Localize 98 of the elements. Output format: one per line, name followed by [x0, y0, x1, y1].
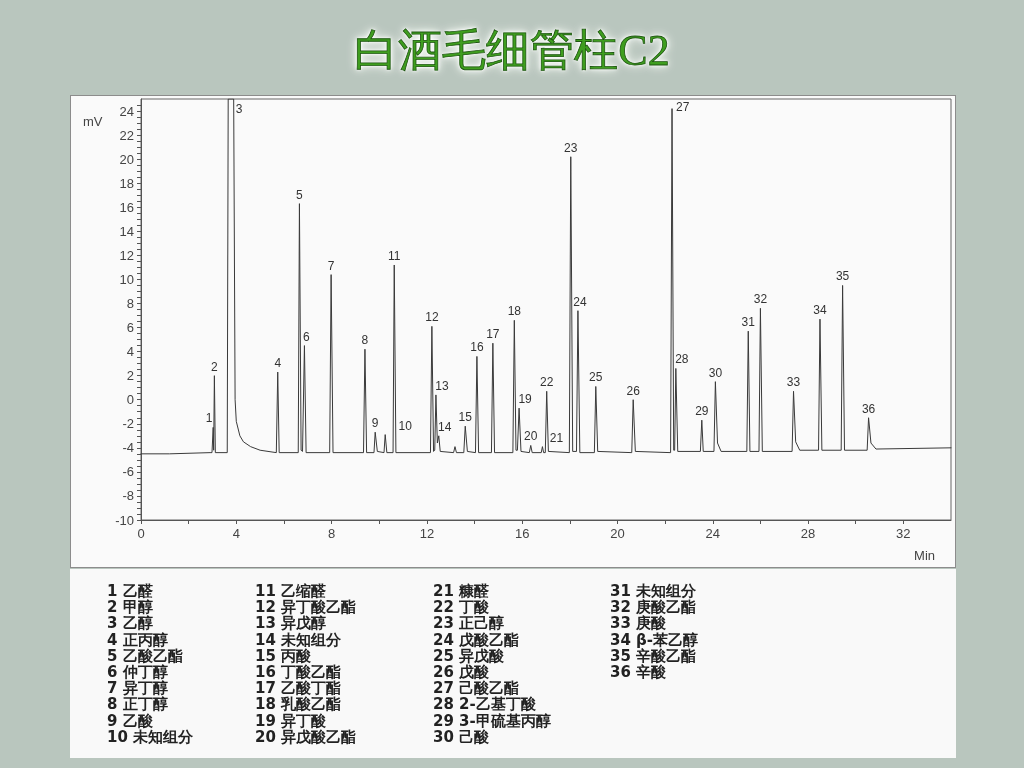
- annotation: 17: [486, 327, 500, 342]
- y-tick-label: 24: [119, 103, 134, 119]
- annotation: 30: [708, 365, 723, 380]
- annotation: 31: [741, 315, 756, 330]
- annotation: 33: [786, 375, 801, 390]
- annotation: 24: [573, 294, 587, 309]
- annotation: 26: [626, 383, 641, 398]
- annotation: 19: [518, 392, 533, 407]
- annotation: 15: [458, 410, 473, 425]
- annotation: 13: [435, 378, 449, 393]
- x-tick-label: 24: [705, 526, 720, 541]
- text: 5 乙酸乙酯: [107, 646, 183, 665]
- annotation: 12: [425, 310, 439, 325]
- text: 2 甲醇: [107, 598, 153, 617]
- annotation: 28: [675, 352, 689, 367]
- annotation: 35: [835, 269, 850, 284]
- annotation: 5: [296, 187, 304, 202]
- text: 25 异戊酸: [433, 646, 505, 665]
- annotation: 36: [861, 401, 876, 416]
- text: 23 正己醇: [433, 614, 505, 633]
- text: 7 异丁醇: [107, 679, 168, 698]
- text: 9 乙酸: [107, 711, 153, 730]
- text: 1 乙醛: [107, 582, 153, 600]
- text: 30 己酸: [433, 727, 490, 746]
- annotation: 10: [398, 418, 413, 433]
- text: 16 丁酸乙酯: [255, 662, 342, 681]
- text: 22 丁酸: [433, 598, 490, 617]
- y-tick-label: -2: [122, 416, 134, 432]
- text: 4 正丙醇: [107, 630, 168, 649]
- annotation: 25: [589, 370, 603, 385]
- annotation: 21: [549, 430, 564, 445]
- annotation: 23: [564, 140, 578, 155]
- annotation: 14: [438, 419, 452, 434]
- annotation: 20: [524, 429, 538, 444]
- y-tick-label: 14: [119, 223, 134, 239]
- x-tick-label: 28: [800, 526, 816, 541]
- annotation: 7: [327, 258, 335, 273]
- annotation: 29: [695, 404, 709, 419]
- annotation: 8: [361, 333, 369, 348]
- text: 3 乙醇: [107, 614, 153, 633]
- text: 15 丙酸: [255, 646, 312, 665]
- x-tick-label: 8: [327, 526, 336, 541]
- text: 33 庚酸: [610, 614, 667, 633]
- text: 19 异丁酸: [255, 711, 327, 730]
- y-tick-label: -8: [122, 488, 134, 504]
- text: 11 乙缩醛: [255, 582, 327, 600]
- annotation: 2: [211, 359, 219, 374]
- annotation: 11: [388, 248, 401, 263]
- x-tick-label: 20: [610, 526, 625, 541]
- text: 20 异戊酸乙酯: [255, 727, 357, 746]
- text: 26 戊酸: [433, 662, 490, 681]
- y-tick-label: 20: [119, 151, 134, 167]
- text: 29 3-甲硫基丙醇: [433, 711, 551, 730]
- y-tick-label: 18: [119, 175, 134, 191]
- annotation: 32: [753, 292, 768, 307]
- y-tick-label: 4: [126, 344, 134, 360]
- text: 31 未知组分: [610, 582, 697, 600]
- text: 8 正丁醇: [107, 695, 168, 714]
- x-tick-label: 32: [896, 526, 911, 541]
- annotation: 1: [205, 411, 213, 426]
- annotation: 22: [540, 375, 554, 390]
- text: 32 庚酸乙酯: [610, 598, 697, 617]
- y-tick-label: 0: [126, 392, 134, 408]
- text: 28 2-乙基丁酸: [433, 695, 536, 714]
- x-tick-label: 16: [514, 526, 530, 541]
- annotation: 18: [507, 304, 522, 319]
- y-tick-label: 12: [119, 247, 134, 263]
- y-tick-label: 16: [119, 199, 134, 215]
- text: 10 未知组分: [107, 727, 194, 746]
- x-tick-label: 0: [137, 526, 145, 541]
- annotation: 34: [813, 303, 827, 318]
- text: 21 糠醛: [433, 582, 490, 600]
- chart-title: 白酒毛细管柱C2: [354, 26, 670, 75]
- annotation: 9: [371, 416, 379, 431]
- text: 18 乳酸乙酯: [255, 695, 342, 714]
- annotation: 3: [235, 102, 243, 117]
- text: 24 戊酸乙酯: [433, 630, 520, 649]
- annotation: 6: [303, 329, 311, 344]
- y-axis-title: mV: [83, 114, 103, 129]
- y-tick-label: 10: [119, 271, 134, 287]
- y-tick-label: 2: [126, 368, 134, 384]
- text: 14 未知组分: [255, 630, 342, 649]
- annotation: 27: [676, 100, 690, 114]
- text: 34 β-苯乙醇: [610, 630, 699, 649]
- y-tick-label: -6: [122, 464, 134, 480]
- y-tick-label: -4: [122, 440, 134, 456]
- x-tick-label: 12: [419, 526, 435, 541]
- x-axis-title: Min: [914, 548, 936, 563]
- text: 13 异戊醇: [255, 614, 327, 633]
- annotation: 16: [470, 340, 484, 355]
- y-tick-label: 8: [126, 295, 134, 311]
- y-tick-label: -10: [115, 512, 134, 528]
- line-series: [140, 98, 952, 455]
- y-tick-label: 6: [126, 320, 134, 336]
- y-tick-label: 22: [119, 127, 134, 143]
- x-tick-label: 4: [232, 526, 240, 541]
- text: 12 异丁酸乙酯: [255, 598, 357, 617]
- annotation: 4: [274, 356, 282, 371]
